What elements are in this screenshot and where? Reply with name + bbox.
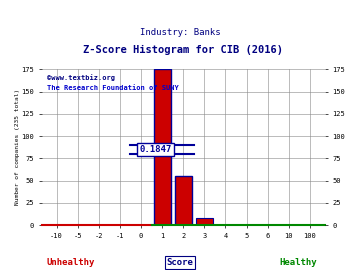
Text: ©www.textbiz.org: ©www.textbiz.org xyxy=(48,74,116,81)
Text: Healthy: Healthy xyxy=(279,258,317,267)
Bar xyxy=(196,218,213,225)
Text: The Research Foundation of SUNY: The Research Foundation of SUNY xyxy=(48,85,179,91)
Text: Unhealthy: Unhealthy xyxy=(47,258,95,267)
Bar xyxy=(175,176,192,225)
Y-axis label: Number of companies (235 total): Number of companies (235 total) xyxy=(15,89,20,205)
Bar xyxy=(154,69,171,225)
Text: 0.1847: 0.1847 xyxy=(140,145,172,154)
Text: Industry: Banks: Industry: Banks xyxy=(140,28,220,37)
Title: Z-Score Histogram for CIB (2016): Z-Score Histogram for CIB (2016) xyxy=(83,45,283,55)
Text: Score: Score xyxy=(167,258,193,267)
